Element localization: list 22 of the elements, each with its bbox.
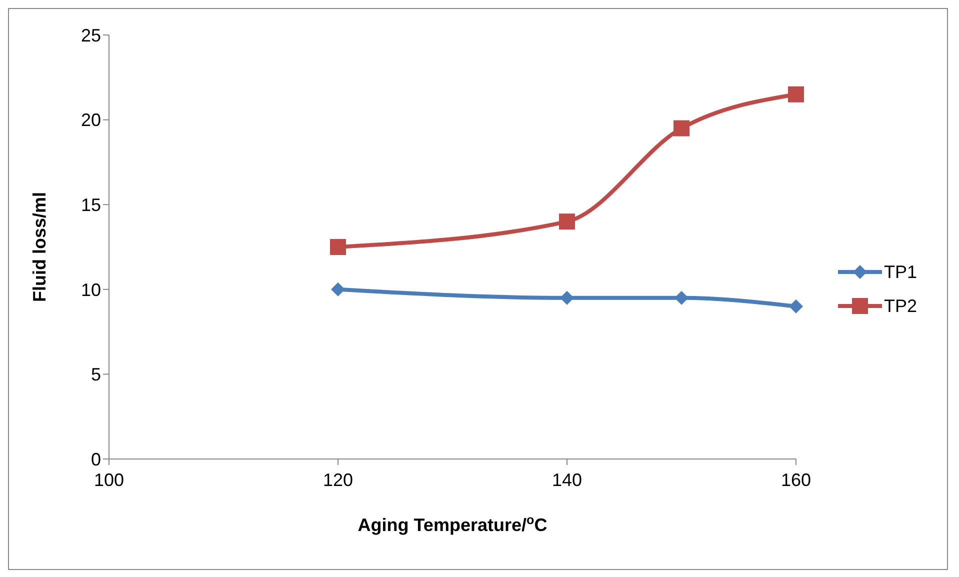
y-tick-label: 10 xyxy=(80,280,101,300)
point xyxy=(788,299,803,314)
y-axis-title: Fluid loss/ml xyxy=(29,192,50,302)
x-tick-label: 100 xyxy=(94,470,124,490)
point xyxy=(560,290,574,305)
point xyxy=(788,86,804,102)
x-tick-label: 120 xyxy=(322,470,354,490)
x-tick-label: 140 xyxy=(552,470,582,490)
point xyxy=(330,282,345,296)
point xyxy=(674,290,688,305)
x-axis-title: Aging Temperature/$^{o}$C xyxy=(358,513,548,535)
point xyxy=(558,214,575,230)
y-tick-label: 15 xyxy=(80,194,101,215)
y-tick-label: 5 xyxy=(90,364,101,385)
point xyxy=(673,120,690,136)
x-tick-label: 160 xyxy=(780,470,812,490)
y-tick-label: 0 xyxy=(90,449,101,470)
legend-label: TP1 xyxy=(884,261,917,284)
point xyxy=(330,239,346,255)
legend-label: TP2 xyxy=(884,295,917,318)
y-tick-label: 25 xyxy=(80,25,101,46)
y-tick-label: 20 xyxy=(80,110,101,130)
